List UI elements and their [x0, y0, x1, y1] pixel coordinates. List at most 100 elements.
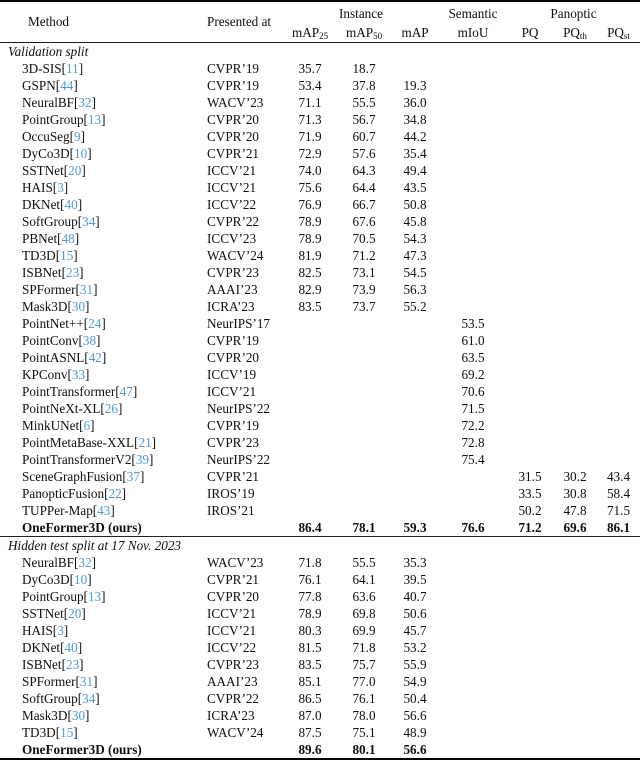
citation-link[interactable]: 11 [65, 61, 79, 76]
cell-map: 53.2 [403, 640, 427, 655]
top-rule [0, 0, 640, 2]
citation-link[interactable]: 23 [65, 657, 80, 672]
citation-link[interactable]: 13 [87, 589, 102, 604]
cell-map: 59.3 [403, 520, 427, 535]
method-name: PointNeXt-XL[26] [22, 401, 123, 416]
citation-link[interactable]: 31 [79, 282, 94, 297]
method-name: SPFormer[31] [22, 674, 98, 689]
group-header-semantic: Semantic [448, 6, 498, 21]
venue-cell: CVPR’19 [207, 61, 260, 76]
cell-map: 45.7 [403, 623, 427, 638]
cell-map: 34.8 [403, 112, 427, 127]
citation-link[interactable]: 44 [60, 78, 74, 93]
venue-cell: CVPR’20 [207, 350, 260, 365]
table-row: HAIS[3] ICCV’21 80.3 69.9 45.7 [0, 622, 640, 639]
citation-link[interactable]: 32 [78, 555, 92, 570]
method-name: SSTNet[20] [22, 606, 86, 621]
cell-map: 48.9 [403, 725, 427, 740]
citation-link[interactable]: 30 [71, 299, 86, 314]
venue-cell: CVPR’20 [207, 129, 260, 144]
citation-link[interactable]: 31 [79, 674, 94, 689]
method-name: PointMetaBase-XXL[21] [22, 435, 157, 450]
citation-link[interactable]: 37 [126, 469, 140, 484]
citation-link[interactable]: 13 [87, 112, 102, 127]
cell-pqth: 47.8 [563, 503, 587, 518]
table-row: PointGroup[13] CVPR’20 71.3 56.7 34.8 [0, 111, 640, 128]
citation-link[interactable]: 38 [82, 333, 97, 348]
cell-map50: 76.1 [352, 691, 376, 706]
method-name: PanopticFusion[22] [22, 486, 127, 501]
cell-map: 56.3 [403, 282, 427, 297]
venue-cell: WACV’24 [207, 248, 264, 263]
method-name: MinkUNet[6] [22, 418, 95, 433]
citation-link[interactable]: 30 [71, 708, 86, 723]
citation-link[interactable]: 23 [65, 265, 80, 280]
citation-link[interactable]: 33 [71, 367, 86, 382]
cell-map25: 78.9 [298, 231, 322, 246]
citation-link[interactable]: 6 [83, 418, 91, 433]
citation-link[interactable]: 9 [74, 129, 81, 144]
citation-link[interactable]: 39 [135, 452, 150, 467]
col-header-pqst: PQst [607, 25, 630, 41]
venue-cell: AAAI’23 [207, 674, 258, 689]
venue-cell: CVPR’19 [207, 333, 260, 348]
venue-cell: CVPR’19 [207, 78, 260, 93]
cell-map50: 75.7 [352, 657, 376, 672]
table-row: SPFormer[31] AAAI’23 85.1 77.0 54.9 [0, 673, 640, 690]
citation-link[interactable]: 10 [74, 572, 88, 587]
table-row: OneFormer3D (ours) 86.4 78.1 59.3 76.6 71.2 69… [0, 519, 640, 536]
citation-link[interactable]: 40 [64, 197, 78, 212]
citation-link[interactable]: 20 [68, 606, 82, 621]
group-header-instance: Instance [339, 6, 383, 21]
table-row: MinkUNet[6] CVPR’19 72.2 [0, 417, 640, 434]
citation-link[interactable]: 15 [60, 248, 74, 263]
table-row: TD3D[15] WACV’24 87.5 75.1 48.9 [0, 724, 640, 741]
subcolumn-header-row: mAP25 mAP50 mAP mIoU PQ PQth PQst [0, 23, 640, 42]
citation-link[interactable]: 34 [82, 691, 96, 706]
table-header: Method Presented at Instance Semantic Pa… [0, 2, 640, 42]
citation-link[interactable]: 21 [138, 435, 152, 450]
cell-map50: 57.6 [352, 146, 376, 161]
citation-link[interactable]: 3 [57, 180, 64, 195]
method-name: TUPPer-Map[43] [22, 503, 115, 518]
citation-link[interactable]: 34 [82, 214, 96, 229]
citation-link[interactable]: 24 [88, 316, 102, 331]
cell-miou: 61.0 [461, 333, 485, 348]
citation-link[interactable]: 48 [61, 231, 75, 246]
section-divider-rule [0, 536, 640, 537]
citation-link[interactable]: 26 [104, 401, 118, 416]
group-header-row: Instance Semantic Panoptic [0, 4, 640, 23]
citation-link[interactable]: 3 [57, 623, 64, 638]
table-row: PointNeXt-XL[26] NeurIPS’22 71.5 [0, 400, 640, 417]
citation-link[interactable]: 47 [119, 384, 133, 399]
cell-map: 47.3 [403, 248, 427, 263]
table-row: PointMetaBase-XXL[21] CVPR’23 72.8 [0, 434, 640, 451]
method-name: DyCo3D[10] [22, 146, 92, 161]
cell-map50: 18.7 [352, 61, 376, 76]
citation-link[interactable]: 15 [60, 725, 74, 740]
cell-map25: 89.6 [298, 742, 322, 757]
col-header-method: Method [28, 14, 70, 29]
table-row: GSPN[44] CVPR’19 53.4 37.8 19.3 [0, 77, 640, 94]
cell-map: 39.5 [403, 572, 427, 587]
citation-link[interactable]: 42 [88, 350, 102, 365]
citation-link[interactable]: 22 [108, 486, 122, 501]
citation-link[interactable]: 43 [97, 503, 111, 518]
citation-link[interactable]: 40 [64, 640, 78, 655]
cell-map: 56.6 [403, 708, 427, 723]
method-name: SceneGraphFusion[37] [22, 469, 145, 484]
cell-map50: 69.9 [352, 623, 376, 638]
cell-map50: 78.1 [352, 520, 376, 535]
cell-pq: 50.2 [518, 503, 542, 518]
cell-map50: 73.1 [352, 265, 376, 280]
citation-link[interactable]: 32 [78, 95, 92, 110]
cell-map50: 69.8 [352, 606, 376, 621]
venue-cell: CVPR’23 [207, 657, 260, 672]
citation-link[interactable]: 20 [68, 163, 82, 178]
cell-map25: 86.5 [298, 691, 322, 706]
cell-map25: 71.9 [298, 129, 322, 144]
table-row: PBNet[48] ICCV’23 78.9 70.5 54.3 [0, 230, 640, 247]
cell-map50: 64.3 [352, 163, 376, 178]
citation-link[interactable]: 10 [74, 146, 88, 161]
cell-map25: 77.8 [298, 589, 322, 604]
